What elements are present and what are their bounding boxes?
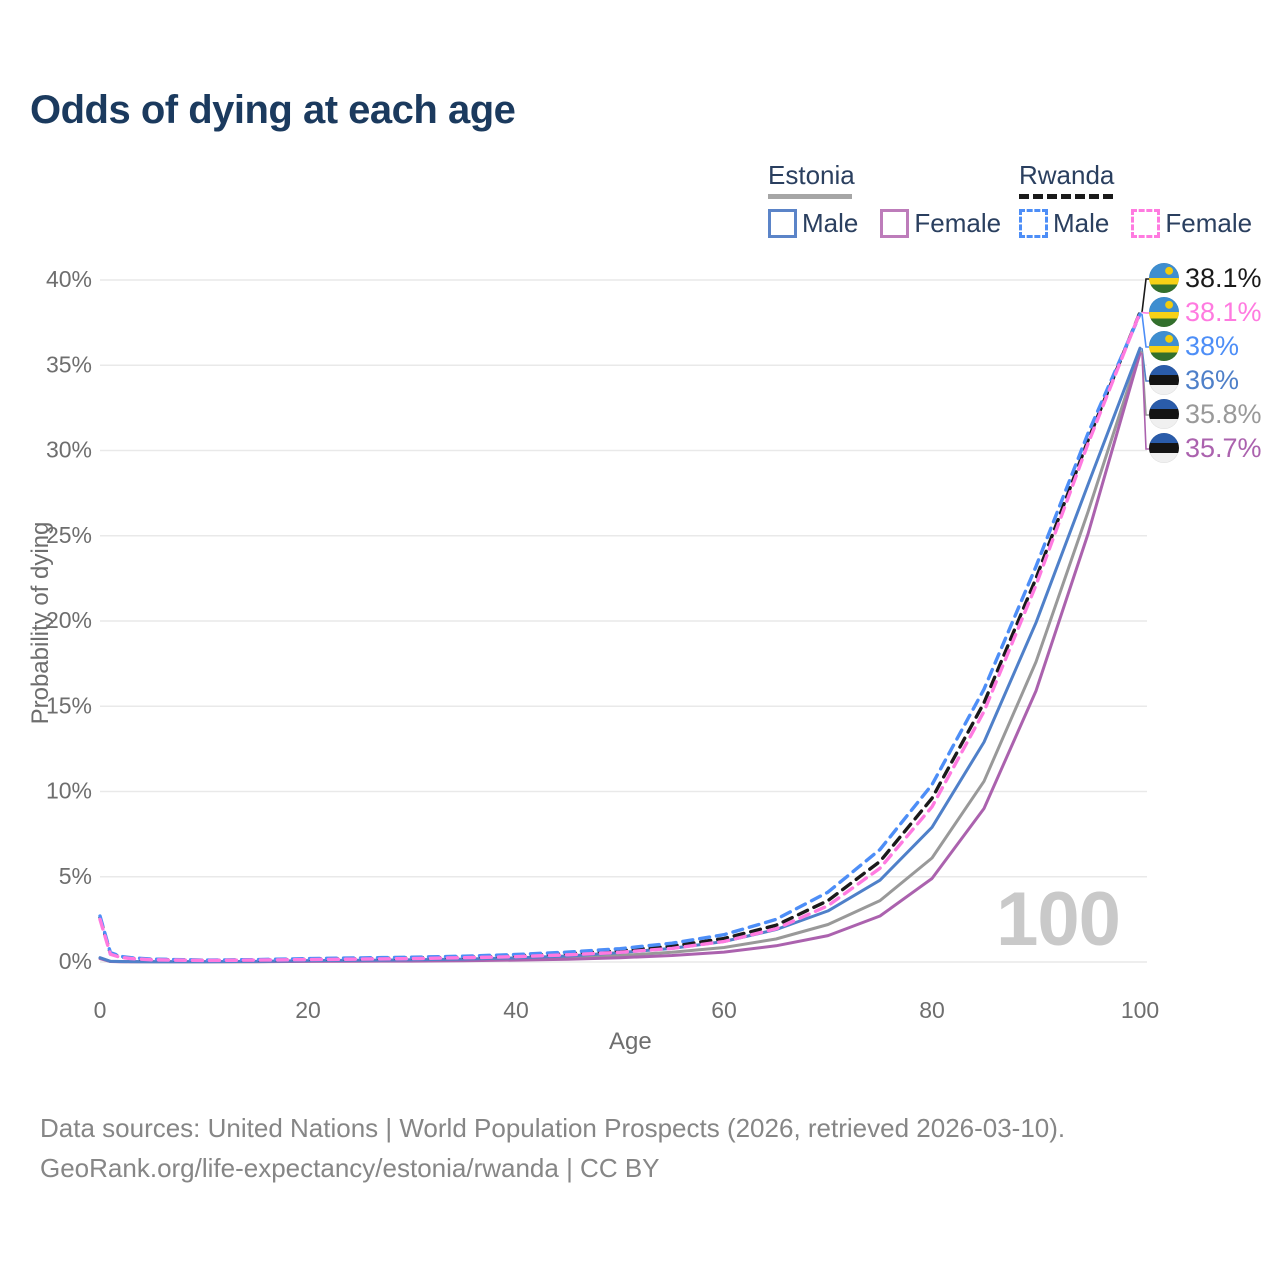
svg-text:20: 20 (295, 997, 321, 1023)
page-title: Odds of dying at each age (30, 88, 516, 132)
end-label-row: 38.1% (1149, 261, 1262, 295)
svg-text:5%: 5% (59, 863, 92, 889)
rwanda-flag-icon (1149, 331, 1179, 361)
svg-text:60: 60 (711, 997, 737, 1023)
rwanda-dashed-line-sample (1019, 194, 1113, 199)
svg-text:0%: 0% (59, 948, 92, 974)
svg-text:0: 0 (94, 997, 107, 1023)
legend-header-rwanda: Rwanda (1019, 160, 1115, 190)
legend-item-label: Male (1053, 208, 1110, 238)
svg-text:40%: 40% (46, 266, 92, 292)
end-label-row: 36% (1149, 363, 1262, 397)
rwanda-male-swatch-icon (1019, 209, 1048, 238)
svg-text:100: 100 (1121, 997, 1159, 1023)
svg-text:15%: 15% (46, 692, 92, 718)
end-label-row: 35.8% (1149, 397, 1262, 431)
estonia-flag-icon (1149, 365, 1179, 395)
legend-group-rwanda: Rwanda Male Female (1019, 160, 1252, 239)
estonia-male-swatch-icon (768, 209, 797, 238)
svg-text:20%: 20% (46, 607, 92, 633)
end-label-value: 35.8% (1185, 398, 1262, 429)
svg-text:25%: 25% (46, 522, 92, 548)
svg-text:40: 40 (503, 997, 529, 1023)
estonia-female-swatch-icon (880, 209, 910, 238)
rwanda-flag-icon (1149, 263, 1179, 293)
estonia-flag-icon (1149, 433, 1179, 463)
legend-item-estonia-male[interactable]: Male (768, 208, 858, 239)
end-label-row: 38.1% (1149, 295, 1262, 329)
legend-item-label: Female (1165, 208, 1253, 238)
svg-text:10%: 10% (46, 778, 92, 804)
legend-item-label: Female (914, 208, 1002, 238)
estonia-flag-icon (1149, 399, 1179, 429)
svg-text:80: 80 (919, 997, 945, 1023)
legend-item-estonia-female[interactable]: Female (880, 208, 1001, 239)
end-label-value: 35.7% (1185, 432, 1262, 463)
end-label-value: 36% (1185, 364, 1240, 395)
svg-text:Probability of dying: Probability of dying (27, 522, 54, 725)
data-sources-line1: Data sources: United Nations | World Pop… (40, 1113, 1066, 1143)
series-end-labels: 38.1% 38.1% 38% 36% 35.8% 35.7% (1149, 261, 1262, 465)
rwanda-female-swatch-icon (1131, 209, 1161, 238)
legend-group-estonia: Estonia Male Female (768, 160, 1001, 239)
data-sources-line2: GeoRank.org/life-expectancy/estonia/rwan… (40, 1153, 660, 1183)
end-label-row: 35.7% (1149, 431, 1262, 465)
legend-item-rwanda-female[interactable]: Female (1131, 208, 1252, 239)
svg-text:30%: 30% (46, 437, 92, 463)
end-label-value: 38.1% (1185, 262, 1262, 293)
end-label-value: 38.1% (1185, 296, 1262, 327)
legend-item-label: Male (802, 208, 859, 238)
end-label-row: 38% (1149, 329, 1262, 363)
end-label-value: 38% (1185, 330, 1240, 361)
svg-text:35%: 35% (46, 351, 92, 377)
legend-header-estonia: Estonia (768, 160, 855, 190)
data-sources: Data sources: United Nations | World Pop… (40, 1108, 1065, 1188)
age-watermark: 100 (996, 877, 1121, 962)
svg-text:Age: Age (609, 1028, 652, 1055)
legend-item-rwanda-male[interactable]: Male (1019, 208, 1109, 239)
rwanda-flag-icon (1149, 297, 1179, 327)
estonia-solid-line-sample (768, 194, 852, 199)
